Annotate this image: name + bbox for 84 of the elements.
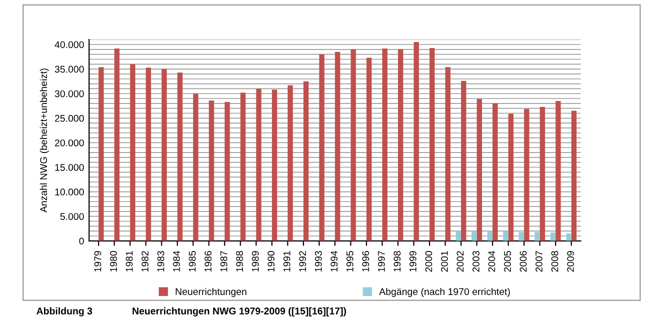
y-tick-label: 40.000 (54, 41, 84, 48)
bar (256, 88, 262, 241)
x-tick-label: 1992 (299, 251, 306, 272)
bar (518, 232, 524, 241)
x-tick-label: 1983 (157, 251, 164, 272)
bar (366, 58, 372, 241)
x-tick-label: 1988 (236, 251, 243, 272)
x-tick-label: 1998 (394, 251, 401, 272)
x-tick-label: 2005 (504, 251, 511, 272)
bar (162, 69, 167, 241)
bar (476, 99, 482, 241)
x-tick-label: 1985 (188, 251, 196, 272)
y-tick-label: 20.000 (54, 139, 84, 146)
bar (398, 49, 404, 241)
bar (224, 102, 230, 241)
bar (492, 103, 498, 241)
bar (508, 114, 514, 241)
x-tick-label: 1987 (220, 251, 228, 272)
legend-label: Neuerrichtungen (176, 288, 246, 298)
x-tick-label: 2003 (472, 251, 480, 272)
text: Neuerrichtungen NWG 1979-2009 ([15][16][17]) (132, 307, 346, 316)
y-axis-title: Anzahl NWG (beheizt+unbeheizt) (40, 68, 49, 213)
bar (334, 52, 340, 241)
bar (556, 100, 561, 241)
bar (382, 48, 388, 241)
x-tick-label: 1979 (94, 251, 102, 272)
bar (130, 64, 136, 241)
bar (272, 90, 278, 241)
text: Abbildung 3 (36, 307, 92, 316)
bar (566, 234, 572, 241)
bar (524, 108, 530, 241)
bar (571, 110, 577, 241)
x-tick-label: 1994 (330, 250, 338, 272)
y-tick-label: 35.000 (54, 66, 84, 73)
bar (445, 67, 450, 241)
bar (319, 54, 324, 241)
x-tick-label: 1997 (378, 251, 385, 272)
bar (98, 67, 104, 241)
bar (146, 68, 152, 241)
bar (193, 94, 198, 241)
x-tick-label: 1989 (252, 251, 259, 272)
y-tick-label: 30.000 (54, 90, 84, 98)
bar (472, 231, 477, 241)
bar (461, 80, 466, 241)
x-tick-label: 1986 (204, 251, 212, 272)
bar (503, 231, 508, 241)
bar (114, 48, 120, 241)
x-tick-label: 1990 (268, 251, 275, 272)
y-tick-label: 10.000 (55, 188, 84, 196)
x-tick-label: 1996 (362, 251, 370, 272)
x-tick-label: 1980 (110, 251, 117, 272)
y-tick-label: 0 (79, 238, 84, 245)
bar (540, 106, 546, 241)
x-tick-label: 1981 (126, 251, 133, 272)
x-tick-label: 2009 (567, 251, 574, 272)
x-tick-label: 2002 (456, 251, 464, 272)
x-tick-label: 2000 (425, 251, 432, 272)
bar (177, 72, 183, 241)
x-tick-label: 2008 (551, 251, 558, 272)
x-tick-label: 1995 (346, 251, 354, 272)
bar (303, 81, 309, 241)
y-tick-label: 25.000 (54, 114, 84, 122)
bar (240, 92, 246, 241)
bar (208, 100, 214, 241)
x-tick-label: 2006 (520, 251, 527, 272)
x-tick-label: 1991 (283, 251, 290, 272)
bar (456, 231, 462, 241)
bar (430, 48, 435, 241)
bar (550, 232, 556, 241)
x-tick-label: 1982 (142, 251, 148, 272)
bar (350, 49, 356, 241)
x-tick-label: 2007 (536, 251, 542, 272)
x-tick-label: 1999 (409, 251, 416, 272)
x-tick-label: 1993 (314, 251, 322, 272)
bar (487, 231, 493, 241)
y-tick-label: 15.000 (55, 164, 84, 171)
bar (534, 232, 540, 241)
x-tick-label: 2004 (488, 250, 496, 272)
bar (414, 42, 419, 241)
legend-label: Abgänge (nach 1970 errichtet) (379, 288, 510, 298)
x-tick-label: 2001 (440, 251, 448, 272)
bar (288, 85, 293, 241)
y-tick-label: 5.000 (60, 213, 84, 220)
x-tick-label: 1984 (173, 250, 180, 272)
